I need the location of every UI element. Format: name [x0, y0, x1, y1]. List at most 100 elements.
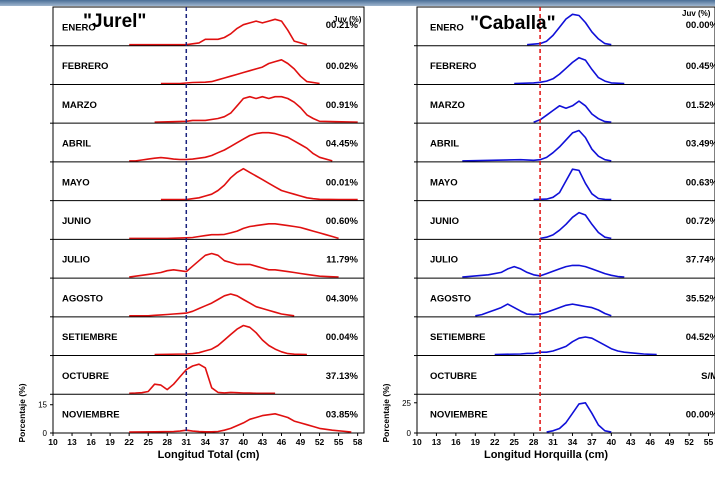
jurel-x-tick-label: 46: [277, 437, 287, 447]
caballa-series-noviembre: [546, 401, 612, 433]
jurel-series-marzo: [154, 95, 358, 123]
jurel-y-axis-label: Porcentaje (%): [17, 383, 27, 442]
caballa-month-label: OCTUBRE: [430, 371, 477, 382]
caballa-series-febrero: [514, 56, 625, 85]
jurel-x-tick-label: 43: [258, 437, 268, 447]
caballa-y-tick-label: 25: [402, 399, 411, 408]
caballa-y-axis-label: Porcentaje (%): [381, 383, 391, 442]
jurel-x-tick-label: 31: [182, 437, 192, 447]
jurel-series-setiembre: [154, 324, 307, 356]
caballa-x-tick-label: 46: [645, 437, 655, 447]
jurel-juvenile-pct: 37.13%: [326, 371, 359, 382]
caballa-x-tick-label: 52: [684, 437, 694, 447]
jurel-juvenile-pct: 00.01%: [326, 177, 359, 188]
header-band: [0, 0, 715, 6]
jurel-juvenile-pct: 00.91%: [326, 100, 359, 111]
caballa-juvenile-pct: 04.52%: [686, 332, 715, 343]
jurel-x-tick-label: 25: [143, 437, 153, 447]
jurel-month-label: OCTUBRE: [62, 371, 109, 382]
caballa-x-tick-label: 19: [471, 437, 481, 447]
jurel-x-tick-label: 16: [86, 437, 96, 447]
jurel-juvenile-pct: 04.30%: [326, 293, 359, 304]
jurel-month-label: ABRIL: [62, 139, 91, 150]
jurel-month-label: MARZO: [62, 100, 97, 111]
caballa-series-marzo: [533, 100, 612, 123]
caballa-juvenile-pct: S/M: [701, 371, 715, 382]
jurel-x-tick-label: 55: [334, 437, 344, 447]
jurel-month-label: NOVIEMBRE: [62, 410, 120, 421]
jurel-juvenile-pct: 00.04%: [326, 332, 359, 343]
caballa-juvenile-pct: 00.72%: [686, 216, 715, 227]
jurel-juvenile-pct: 04.45%: [326, 139, 359, 150]
caballa-x-tick-label: 40: [607, 437, 617, 447]
jurel-title: "Jurel": [83, 11, 146, 32]
caballa-month-label: NOVIEMBRE: [430, 410, 488, 421]
caballa-juvenile-pct: 00.00%: [686, 20, 715, 31]
caballa-x-tick-label: 25: [509, 437, 519, 447]
caballa-y-zero-label: 0: [407, 429, 412, 438]
jurel-y-zero-label: 0: [43, 429, 48, 438]
caballa-juvenile-pct: 00.45%: [686, 61, 715, 72]
jurel-x-tick-label: 49: [296, 437, 306, 447]
caballa-juvenile-pct: 01.52%: [686, 100, 715, 111]
caballa-juvenile-pct: 35.52%: [686, 293, 715, 304]
jurel-month-label: AGOSTO: [62, 293, 103, 304]
caballa-series-julio: [462, 264, 625, 278]
caballa-month-label: MARZO: [430, 100, 465, 111]
caballa-x-tick-label: 16: [451, 437, 461, 447]
caballa-x-tick-label: 28: [529, 437, 539, 447]
jurel-x-axis-label: Longitud Total (cm): [158, 449, 260, 461]
jurel-series-mayo: [160, 167, 358, 201]
caballa-series-mayo: [533, 168, 612, 201]
jurel-x-tick-label: 28: [163, 437, 173, 447]
jurel-x-tick-label: 52: [315, 437, 325, 447]
jurel-series-octubre: [129, 363, 276, 395]
jurel-y-tick-label: 15: [38, 401, 47, 410]
caballa-x-tick-label: 49: [665, 437, 675, 447]
caballa-series-junio: [539, 211, 612, 240]
caballa-month-label: ENERO: [430, 22, 464, 33]
caballa-juvenile-pct: 03.49%: [686, 139, 715, 150]
caballa-series-setiembre: [494, 336, 657, 356]
caballa-x-tick-label: 34: [568, 437, 578, 447]
jurel-x-tick-label: 22: [124, 437, 134, 447]
caballa-x-tick-label: 13: [432, 437, 442, 447]
caballa-series-enero: [527, 13, 612, 46]
jurel-month-label: FEBRERO: [62, 61, 108, 72]
jurel-x-tick-label: 10: [48, 437, 58, 447]
caballa-month-label: SETIEMBRE: [430, 332, 485, 343]
jurel-juvenile-header: Juv (%): [333, 15, 362, 24]
caballa-month-label: FEBRERO: [430, 61, 476, 72]
jurel-juvenile-pct: 00.02%: [326, 61, 359, 72]
jurel-month-label: MAYO: [62, 177, 90, 188]
jurel-x-tick-label: 58: [353, 437, 363, 447]
jurel-x-tick-label: 37: [220, 437, 230, 447]
jurel-x-tick-label: 34: [201, 437, 211, 447]
caballa-x-axis-label: Longitud Horquilla (cm): [484, 449, 608, 461]
jurel-month-label: JULIO: [62, 255, 90, 266]
caballa-plot-frame: [416, 6, 715, 434]
jurel-series-julio: [129, 252, 339, 278]
jurel-x-tick-label: 40: [239, 437, 249, 447]
jurel-month-label: SETIEMBRE: [62, 332, 117, 343]
jurel-juvenile-pct: 00.60%: [326, 216, 359, 227]
jurel-juvenile-pct: 11.79%: [326, 255, 358, 266]
caballa-month-label: ABRIL: [430, 139, 459, 150]
jurel-month-label: ENERO: [62, 22, 96, 33]
jurel-series-enero: [129, 18, 308, 46]
jurel-month-label: JUNIO: [62, 216, 91, 227]
jurel-x-tick-label: 19: [105, 437, 115, 447]
caballa-month-label: AGOSTO: [430, 293, 471, 304]
caballa-juvenile-pct: 00.63%: [686, 177, 715, 188]
caballa-juvenile-pct: 37.74%: [686, 255, 715, 266]
caballa-x-tick-label: 37: [587, 437, 597, 447]
jurel-x-tick-label: 13: [67, 437, 77, 447]
caballa-x-tick-label: 31: [548, 437, 558, 447]
caballa-juvenile-pct: 00.00%: [686, 410, 715, 421]
caballa-x-tick-label: 55: [704, 437, 714, 447]
caballa-month-label: JUNIO: [430, 216, 459, 227]
caballa-juvenile-header: Juv (%): [682, 9, 711, 18]
jurel-series-junio: [129, 223, 339, 240]
jurel-series-febrero: [160, 58, 320, 85]
